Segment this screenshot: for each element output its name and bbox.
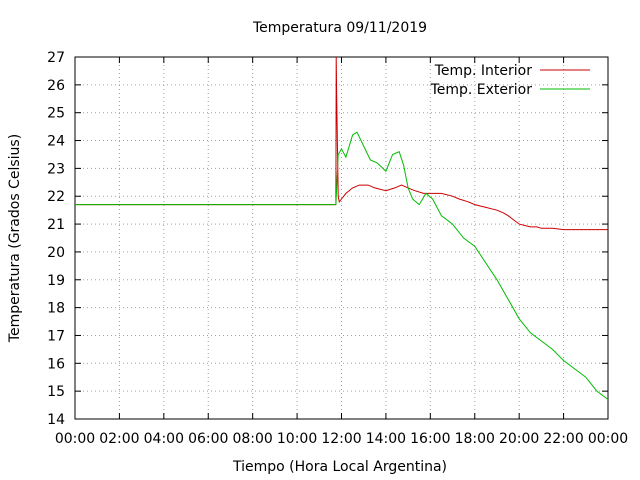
grid-lines [75,57,608,419]
x-tick-label: 18:00 [455,431,495,447]
y-tick-label: 18 [47,301,65,317]
y-axis-label: Temperatura (Grados Celsius) [7,134,23,343]
chart-title: Temperatura 09/11/2019 [252,20,427,36]
y-tick-label: 21 [47,217,65,233]
x-tick-label: 10:00 [277,431,317,447]
x-tick-label: 04:00 [144,431,184,447]
x-tick-label: 06:00 [188,431,228,447]
x-tick-label: 02:00 [99,431,139,447]
y-tick-label: 14 [47,412,65,428]
legend-label-interior: Temp. Interior [434,63,533,79]
series-line-interior [75,56,608,231]
x-tick-label: 14:00 [366,431,406,447]
axis-ticks [74,56,609,420]
x-tick-label: 12:00 [321,431,361,447]
y-tick-label: 19 [47,273,65,289]
y-tick-label: 23 [47,161,65,177]
x-tick-label: 20:00 [499,431,539,447]
x-axis-label: Tiempo (Hora Local Argentina) [232,459,447,475]
y-tick-labels: 14 15 16 17 18 19 20 21 22 23 24 25 26 27 [47,50,65,428]
y-tick-label: 25 [47,106,65,122]
x-tick-label: 22:00 [543,431,583,447]
x-tick-label: 00:00 [588,431,628,447]
y-tick-label: 26 [47,78,65,94]
x-tick-label: 16:00 [410,431,450,447]
y-tick-label: 16 [47,356,65,372]
y-tick-label: 15 [47,384,65,400]
series-lines [75,56,609,400]
y-tick-label: 24 [47,134,65,150]
y-tick-label: 22 [47,189,65,205]
x-tick-label: 00:00 [55,431,95,447]
x-tick-label: 08:00 [232,431,272,447]
series-line-exterior [75,131,609,400]
x-tick-labels: 00:00 02:00 04:00 06:00 08:00 10:00 12:00 14:00… [55,431,628,447]
y-tick-label: 20 [47,245,65,261]
legend: Temp. Interior Temp. Exterior [430,63,590,98]
y-tick-label: 17 [47,328,65,344]
y-tick-label: 27 [47,50,65,66]
legend-label-exterior: Temp. Exterior [430,82,533,98]
